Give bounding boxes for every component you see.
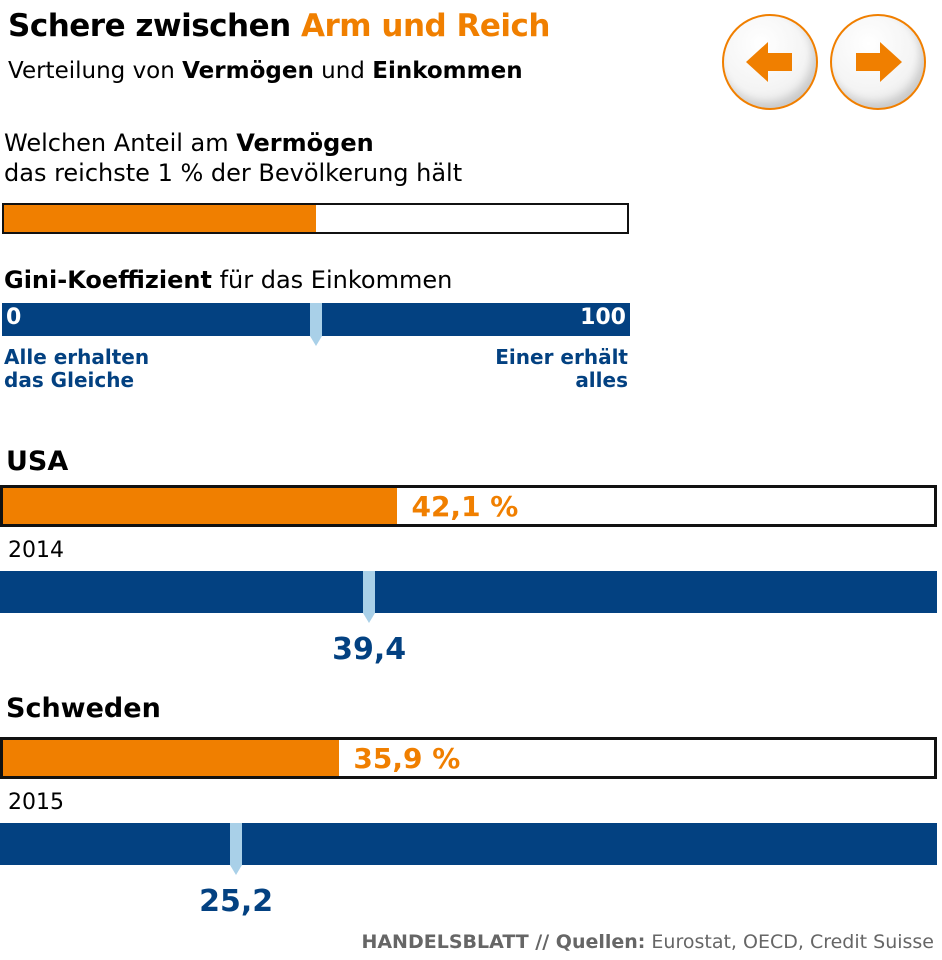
gini-bar-usa xyxy=(0,571,937,623)
page-title: Schere zwischen Arm und Reich xyxy=(8,8,550,44)
gini-bar-schweden xyxy=(0,823,937,875)
wealth-fill-usa xyxy=(3,488,398,524)
gini-legend-heading: Gini-Koeffizient für das Einkommen xyxy=(4,266,452,294)
title-part-1: Schere zwischen xyxy=(8,8,301,44)
gini-scale-max: 100 xyxy=(580,305,626,330)
left-label-line2: das Gleiche xyxy=(4,368,135,392)
right-label-line2: alles xyxy=(575,368,628,392)
wealth-legend-line2: das reichste 1 % der Bevölkerung hält xyxy=(4,159,463,187)
gini-marker-usa xyxy=(363,571,376,623)
gini-scale-min: 0 xyxy=(6,305,22,330)
gini-legend-bar: 0 100 xyxy=(2,303,630,346)
wealth-bar-schweden: 35,9 % xyxy=(0,737,937,779)
wealth-legend-fill xyxy=(4,205,316,232)
wealth-legend-bar xyxy=(2,203,629,234)
gini-legend-right-label: Einer erhält alles xyxy=(495,346,628,392)
year-schweden: 2015 xyxy=(8,790,64,815)
gini-legend-left-label: Alle erhalten das Gleiche xyxy=(4,346,149,392)
country-name-usa: USA xyxy=(6,446,69,477)
subtitle-text-and: und xyxy=(313,58,373,84)
wealth-fill-schweden xyxy=(3,740,340,776)
wealth-bar-usa: 42,1 % xyxy=(0,485,937,527)
subtitle-text: Verteilung von xyxy=(8,58,183,84)
wealth-legend-text: Welchen Anteil am xyxy=(4,129,237,157)
subtitle-bold-wealth: Vermögen xyxy=(182,58,314,84)
country-name-schweden: Schweden xyxy=(6,693,161,724)
footer-sources: Eurostat, OECD, Credit Suisse xyxy=(645,931,934,953)
gini-legend-bold: Gini-Koeffizient xyxy=(4,266,212,294)
wealth-legend-heading: Welchen Anteil am Vermögen das reichste … xyxy=(4,128,462,188)
gini-marker-schweden xyxy=(230,823,243,875)
wealth-value-schweden: 35,9 % xyxy=(353,742,461,775)
right-label-line1: Einer erhält xyxy=(495,345,628,369)
arrow-right-icon xyxy=(856,42,902,82)
footer-brand: HANDELSBLATT // Quellen: xyxy=(361,931,646,953)
gini-legend-text: für das Einkommen xyxy=(211,266,453,294)
wealth-value-usa: 42,1 % xyxy=(411,490,519,523)
subtitle-bold-income: Einkommen xyxy=(372,58,523,84)
arrow-left-icon xyxy=(746,42,792,82)
left-label-line1: Alle erhalten xyxy=(4,345,150,369)
title-highlight: Arm und Reich xyxy=(301,8,550,44)
page-subtitle: Verteilung von Vermögen und Einkommen xyxy=(8,58,523,84)
wealth-legend-bold: Vermögen xyxy=(236,129,374,157)
prev-button[interactable] xyxy=(722,14,818,110)
gini-legend-marker xyxy=(310,303,322,346)
gini-value-schweden: 25,2 xyxy=(199,884,274,919)
next-button[interactable] xyxy=(830,14,926,110)
gini-value-usa: 39,4 xyxy=(332,632,407,667)
year-usa: 2014 xyxy=(8,538,64,563)
footer-source: HANDELSBLATT // Quellen: Eurostat, OECD,… xyxy=(361,931,934,953)
